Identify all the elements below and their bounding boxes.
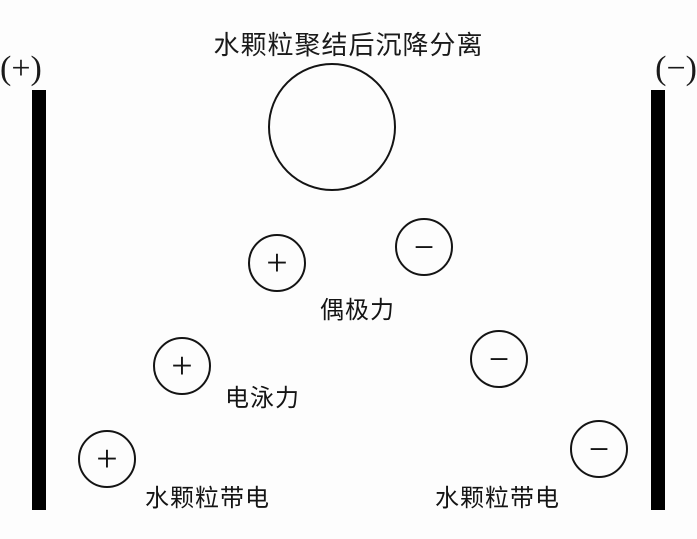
diagram-label: 水颗粒带电 [145,478,270,513]
electrode-positive [32,90,46,510]
particle-negative: − [570,420,628,478]
plus-sign-icon: + [96,440,117,478]
particle-positive: + [248,234,306,292]
diagram-title: 水颗粒聚结后沉降分离 [213,25,483,62]
particle-negative: − [470,330,528,388]
particle-positive: + [78,430,136,488]
polarity-plus: (+) [0,50,42,88]
diagram-label: 电泳力 [225,378,300,413]
particle-positive: + [153,337,211,395]
diagram-label: 水颗粒带电 [435,478,560,513]
plus-sign-icon: + [171,347,192,385]
minus-sign-icon: − [589,431,609,467]
plus-sign-icon: + [266,244,287,282]
polarity-minus: (−) [655,50,697,88]
minus-sign-icon: − [489,341,509,377]
diagram-label: 偶极力 [320,290,395,325]
particle-negative: − [395,218,453,276]
minus-sign-icon: − [414,229,434,265]
electrode-negative [651,90,665,510]
coalesced-droplet [268,63,396,191]
